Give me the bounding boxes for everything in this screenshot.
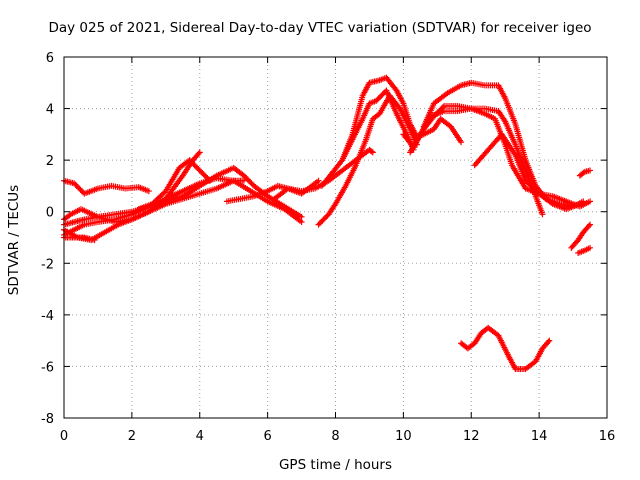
y-tick-label: 0 [46,206,54,221]
plot-frame [63,56,608,419]
data-point [196,149,203,156]
series-arc18 [576,167,594,179]
y-tick-label: -8 [41,412,54,427]
data-point [539,211,546,218]
y-tick-label: -4 [41,309,54,324]
data-point [298,219,305,226]
x-tick-label: 16 [599,429,616,444]
x-tick-label: 8 [331,429,339,444]
chart-title: Day 025 of 2021, Sidereal Day-to-day VTE… [48,20,592,36]
x-tick-label: 4 [196,429,204,444]
series-arc6 [61,234,98,244]
series-arc17 [458,324,553,373]
data-point [298,213,305,220]
data-point [145,188,152,195]
data-point [315,177,322,184]
x-axis-label: GPS time / hours [278,457,393,473]
data-point [587,198,594,205]
series-arc16 [471,131,583,213]
data-point [580,169,587,176]
data-point [546,337,553,344]
data-point [195,150,202,157]
y-axis-label: SDTVAR / TECUs [6,184,22,296]
series-arc11 [318,87,417,189]
data-point [91,237,98,244]
x-tick-label: 2 [128,429,136,444]
series-arc5 [61,177,152,197]
x-tick-label: 12 [463,429,480,444]
series-arc2 [61,175,305,238]
data-point [587,221,594,228]
y-tick-label: 4 [46,103,54,118]
data-point [369,149,376,156]
data-point [576,200,583,207]
y-tick-label: -2 [41,257,54,272]
data-point [368,148,375,155]
x-tick-label: 6 [263,429,271,444]
series-arc20 [575,244,594,256]
data-point [205,176,212,183]
data-point [587,244,594,251]
series-arc15 [407,105,594,210]
y-tick-label: 6 [46,51,54,66]
data-point [240,177,247,184]
data-point [587,167,594,174]
series-arc7 [135,157,213,213]
y-tick-label: 2 [46,154,54,169]
data-point [458,139,465,146]
data-point [545,338,552,345]
series-arc19 [568,221,594,251]
x-tick-label: 0 [60,429,68,444]
data-point [206,177,213,184]
data-point [585,222,592,229]
x-tick-label: 14 [531,429,548,444]
data-point [66,212,73,219]
y-tick-label: -6 [41,360,54,375]
x-tick-label: 10 [395,429,412,444]
